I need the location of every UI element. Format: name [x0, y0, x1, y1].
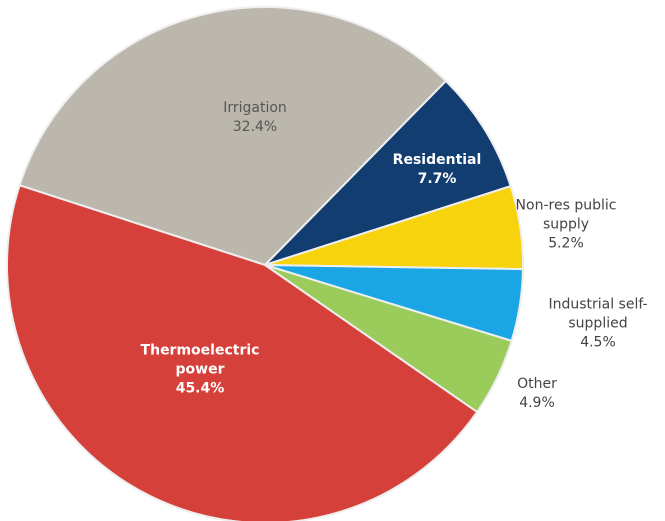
- slice-name: Thermoelectric power: [140, 342, 260, 378]
- slice-name: Irrigation: [223, 100, 287, 116]
- slice-value: 7.7%: [417, 171, 457, 187]
- slice-label: Industrial self-supplied 4.5%: [533, 296, 663, 353]
- slice-value: 32.4%: [232, 119, 278, 135]
- slice-label: Non-res public supply 5.2%: [506, 197, 626, 254]
- pie-slice: [18, 6, 448, 267]
- slice-value: 4.9%: [519, 395, 555, 411]
- slice-name: Residential: [392, 152, 482, 168]
- slice-value: 5.2%: [548, 235, 584, 252]
- slice-label: Residential 7.7%: [382, 151, 492, 189]
- slice-name: Other: [517, 376, 557, 392]
- pie-slice: [264, 79, 512, 266]
- slice-label: Thermoelectric power 45.4%: [130, 342, 270, 399]
- slice-value: 4.5%: [580, 334, 616, 351]
- slice-label: Other 4.9%: [507, 375, 567, 413]
- pie-slice: [6, 184, 479, 521]
- slice-name: Non-res public supply: [515, 197, 617, 233]
- slice-name: Industrial self-supplied: [548, 296, 648, 332]
- slice-value: 45.4%: [175, 380, 225, 397]
- slice-label: Irrigation 32.4%: [195, 99, 315, 137]
